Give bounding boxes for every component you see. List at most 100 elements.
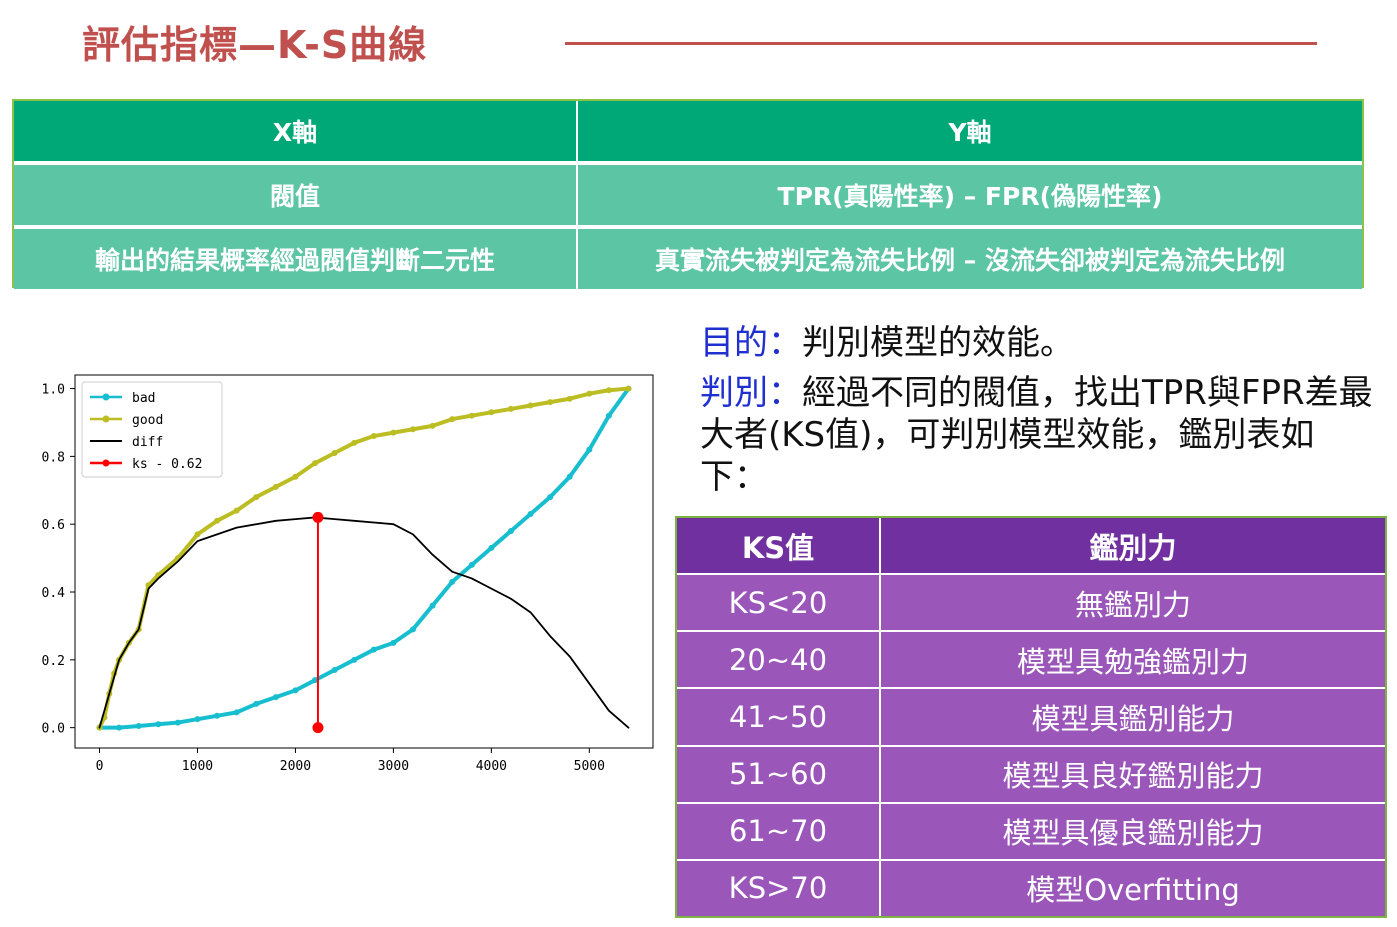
data-point-good [586, 390, 593, 397]
data-point-good [409, 426, 416, 433]
legend-label: bad [132, 391, 155, 406]
data-point-bad [566, 473, 573, 480]
title-divider [565, 42, 1317, 45]
data-point-bad [272, 694, 279, 701]
data-point-good [527, 402, 534, 409]
data-point-bad [449, 578, 456, 585]
data-point-bad [194, 716, 201, 723]
data-point-bad [390, 639, 397, 646]
page-title: 評估指標—K-S曲線 [82, 23, 428, 67]
data-point-good [272, 483, 279, 490]
data-point-bad [605, 412, 612, 419]
data-point-good [605, 387, 612, 394]
x-tick-label: 3000 [378, 759, 409, 774]
data-point-bad [547, 494, 554, 501]
data-point-bad [214, 712, 221, 719]
legend-marker [102, 459, 110, 467]
data-point-good [312, 460, 319, 467]
data-point-bad [155, 721, 162, 728]
data-point-bad [468, 561, 475, 568]
judge-label: 判別： [700, 373, 802, 413]
table-cell: 模型Overfitting [881, 860, 1385, 916]
data-point-good [507, 405, 514, 412]
data-point-good [253, 494, 260, 501]
purpose-value: 判別模型的效能。 [802, 323, 1074, 363]
table-cell: KS<20 [677, 575, 881, 631]
data-point-ks [312, 511, 324, 523]
data-point-bad [331, 667, 338, 674]
data-point-good [233, 507, 240, 514]
data-point-bad [488, 544, 495, 551]
table-cell: 輸出的結果概率經過閥值判斷二元性 [14, 229, 578, 289]
table-cell: 20~40 [677, 632, 881, 688]
table-header-ks: KS值 [677, 518, 881, 574]
data-point-bad [507, 527, 514, 534]
table-cell: 模型具良好鑑別能力 [881, 746, 1385, 802]
data-point-good [292, 473, 299, 480]
x-tick-label: 0 [96, 759, 104, 774]
data-point-good [488, 409, 495, 416]
data-point-good [214, 517, 221, 524]
table-cell: 41~50 [677, 689, 881, 745]
table-cell: 無鑑別力 [881, 575, 1385, 631]
data-point-good [429, 422, 436, 429]
ks-curve-chart: 0 1000 2000 3000 4000 5000 0.0 0.2 0.4 0.6 0.8 1.0 b… [0, 360, 670, 800]
table-header-discrimination: 鑑別力 [881, 518, 1385, 574]
series-line-bad [97, 386, 631, 730]
data-point-good [390, 429, 397, 436]
y-tick-label: 0.2 [42, 654, 65, 669]
table-header-x-axis: X軸 [14, 101, 578, 161]
data-point-good [468, 412, 475, 419]
purpose-text: 目的：判別模型的效能。 [700, 315, 1380, 364]
data-point-bad [429, 602, 436, 609]
judge-text: 判別：經過不同的閥值，找出TPR與FPR差最大者(KS值)，可判別模型效能，鑑別… [700, 372, 1380, 498]
table-cell: 模型具勉強鑑別力 [881, 632, 1385, 688]
data-point-good [625, 385, 632, 392]
x-tick-label: 1000 [182, 759, 213, 774]
table-cell: 模型具優良鑑別能力 [881, 803, 1385, 859]
legend-marker [102, 415, 110, 423]
data-point-good [351, 439, 358, 446]
table-cell: 61~70 [677, 803, 881, 859]
legend-label: ks - 0.62 [132, 457, 202, 472]
series-line-diff [98, 516, 630, 729]
data-point-bad [586, 446, 593, 453]
x-tick-label: 2000 [280, 759, 311, 774]
data-point-good [370, 433, 377, 440]
table-cell: 51~60 [677, 746, 881, 802]
legend-label: diff [132, 435, 163, 450]
data-point-bad [233, 709, 240, 716]
axis-definition-table: X軸 Y軸 閥值 TPR(真陽性率) – FPR(偽陽性率) 輸出的結果概率經過… [12, 99, 1364, 289]
data-point-bad [292, 687, 299, 694]
data-point-bad [135, 722, 142, 729]
data-point-good [547, 399, 554, 406]
x-tick-label: 5000 [574, 759, 605, 774]
data-point-bad [409, 626, 416, 633]
table-cell: KS>70 [677, 860, 881, 916]
y-tick-label: 1.0 [42, 383, 65, 398]
ks-discrimination-table: KS值 鑑別力 KS<20 無鑑別力 20~40 模型具勉強鑑別力 41~50 … [675, 516, 1387, 918]
data-point-bad [116, 724, 123, 731]
x-tick-label: 4000 [476, 759, 507, 774]
data-point-bad [527, 511, 534, 518]
y-tick-label: 0.0 [42, 722, 65, 737]
table-header-y-axis: Y軸 [578, 101, 1362, 161]
data-point-ks [312, 722, 324, 734]
legend-box [81, 381, 223, 478]
legend-label: good [132, 413, 163, 428]
data-point-bad [351, 656, 358, 663]
table-cell: 閥值 [14, 165, 578, 225]
chart-svg: 0 1000 2000 3000 4000 5000 0.0 0.2 0.4 0.6 0.8 1.0 b… [42, 374, 654, 774]
purpose-label: 目的： [700, 323, 802, 363]
data-point-good [194, 531, 201, 538]
judge-value: 經過不同的閥值，找出TPR與FPR差最大者(KS值)，可判別模型效能，鑑別表如下… [700, 373, 1373, 497]
data-point-bad [174, 719, 181, 726]
data-point-bad [312, 677, 319, 684]
table-cell: TPR(真陽性率) – FPR(偽陽性率) [578, 165, 1362, 225]
y-tick-label: 0.4 [42, 586, 66, 601]
legend-marker [102, 393, 110, 401]
data-point-bad [253, 700, 260, 707]
y-tick-label: 0.6 [42, 518, 65, 533]
y-tick-label: 0.8 [42, 450, 65, 465]
data-point-good [566, 395, 573, 402]
